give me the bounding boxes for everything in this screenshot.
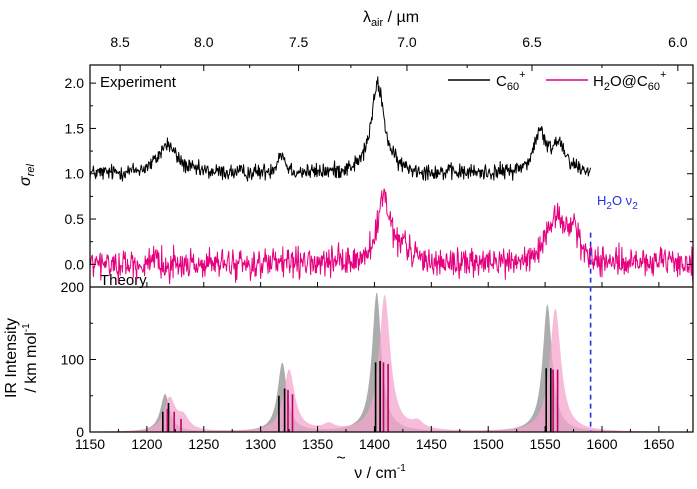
bottom-tick-label: 1500: [473, 436, 504, 452]
top-tick-label: 7.0: [397, 34, 417, 50]
top-tick-label: 6.5: [522, 34, 542, 50]
theory-y-tick-label: 0: [76, 424, 84, 440]
theory-y-tick-label: 200: [61, 279, 85, 295]
top-axis-title: λair / µm: [363, 9, 419, 29]
top-tick-label: 7.5: [289, 34, 309, 50]
bottom-tick-label: 1650: [643, 436, 674, 452]
legend: C60+ H2O@C60+: [448, 69, 666, 93]
theory-plot-area: [90, 292, 693, 432]
bottom-tick-label: 1400: [359, 436, 390, 452]
top-tick-label: 8.0: [194, 34, 214, 50]
bottom-tick-label: 1200: [131, 436, 162, 452]
top-tick-label: 6.0: [668, 34, 688, 50]
theory-y-tick-label: 100: [61, 352, 85, 368]
bottom-tick-label: 1250: [188, 436, 219, 452]
legend-c60-label: C60+: [496, 69, 526, 93]
experiment-line-series-0: [90, 76, 592, 182]
bottom-tick-label: 1300: [245, 436, 276, 452]
axes: 1150 1200 1250 1300 1350 1400 1450 1500 1550 1600…: [61, 34, 694, 452]
legend-h2o-label: H2O@C60+: [593, 69, 666, 93]
experiment-y-tick-label: 1.5: [65, 120, 85, 136]
experiment-y-tick-label: 0.0: [65, 256, 85, 272]
experiment-panel-label: Experiment: [100, 74, 177, 91]
bottom-tick-label: 1600: [586, 436, 617, 452]
plot-frame: [89, 64, 694, 433]
bottom-tick-label: 1350: [302, 436, 333, 452]
experiment-line-series-1: [90, 188, 693, 285]
bottom-tick-label: 1450: [416, 436, 447, 452]
experiment-plot-area: [90, 76, 693, 285]
theory-y-axis-title-line1: IR Intensity: [3, 318, 20, 398]
experiment-y-axis-title: σrel: [17, 164, 37, 186]
theory-area-series-0: [90, 292, 693, 432]
bottom-tick-label: 1550: [530, 436, 561, 452]
experiment-y-tick-label: 2.0: [65, 75, 85, 91]
theory-y-axis-title-line2: / km mol-1: [21, 323, 40, 393]
tilde-mark: ~: [336, 450, 345, 467]
bottom-axis-title: ν / cm-1: [354, 463, 406, 482]
experiment-y-tick-label: 0.5: [65, 211, 85, 227]
theory-area-series-1: [90, 294, 693, 432]
h2o-nu2-annotation: H2O ν2: [597, 193, 638, 212]
theory-panel-label: Theory: [100, 272, 147, 289]
bottom-tick-label: 1150: [75, 436, 105, 452]
experiment-y-tick-label: 1.0: [65, 166, 85, 182]
top-tick-label: 8.5: [110, 34, 130, 50]
